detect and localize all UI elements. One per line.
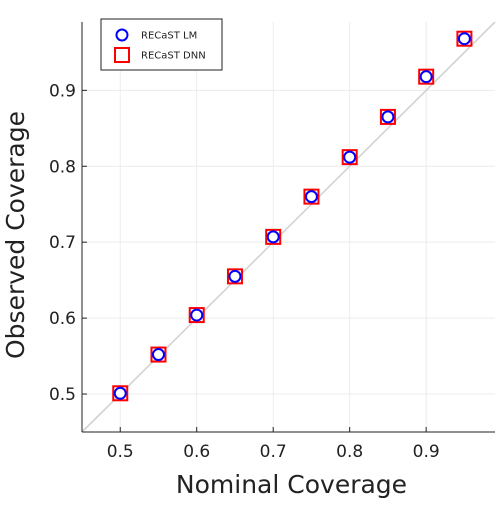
- y-tick-label: 0.8: [49, 157, 76, 177]
- legend-label: RECaST LM: [141, 31, 197, 42]
- circle-point-3: [228, 269, 242, 283]
- legend: RECaST LM RECaST DNN: [100, 18, 223, 71]
- square-point-9: [456, 30, 473, 47]
- square-point-5: [303, 188, 320, 205]
- x-axis-title: Nominal Coverage: [176, 470, 407, 499]
- circle-point-8: [419, 70, 433, 84]
- square-point-6: [341, 149, 358, 166]
- circle-point-2: [190, 308, 204, 322]
- circle-point-1: [151, 348, 165, 362]
- square-point-3: [226, 268, 243, 285]
- x-tick-label: 0.9: [413, 442, 440, 462]
- y-tick-label: 0.7: [49, 233, 76, 253]
- circle-point-6: [343, 150, 357, 164]
- square-point-7: [379, 108, 396, 125]
- x-tick-label: 0.7: [260, 442, 287, 462]
- y-tick-label: 0.9: [49, 81, 76, 101]
- legend-circle-icon: [115, 28, 129, 42]
- square-point-0: [112, 385, 129, 402]
- y-tick-label: 0.5: [49, 385, 76, 405]
- marks-layer: [112, 30, 473, 402]
- y-axis-title: Observed Coverage: [1, 111, 30, 359]
- circle-point-0: [113, 386, 127, 400]
- x-tick-label: 0.5: [107, 442, 134, 462]
- square-point-1: [150, 346, 167, 363]
- square-point-2: [188, 307, 205, 324]
- axes-layer: 0.5 0.6 0.7 0.8 0.9 0.5 0.6 0.7 0.8 0.9: [49, 22, 495, 462]
- circle-point-5: [304, 190, 318, 204]
- x-tick-label: 0.8: [336, 442, 363, 462]
- y-tick-label: 0.6: [49, 309, 76, 329]
- square-point-4: [265, 228, 282, 245]
- reference-line: [81, 21, 496, 433]
- circle-point-7: [381, 110, 395, 124]
- legend-label: RECaST DNN: [141, 51, 206, 62]
- square-point-8: [418, 68, 435, 85]
- circle-point-9: [457, 32, 471, 46]
- circle-point-4: [266, 230, 280, 244]
- reference-line-layer: [81, 21, 496, 433]
- x-tick-label: 0.6: [183, 442, 210, 462]
- legend-square-icon: [114, 47, 130, 63]
